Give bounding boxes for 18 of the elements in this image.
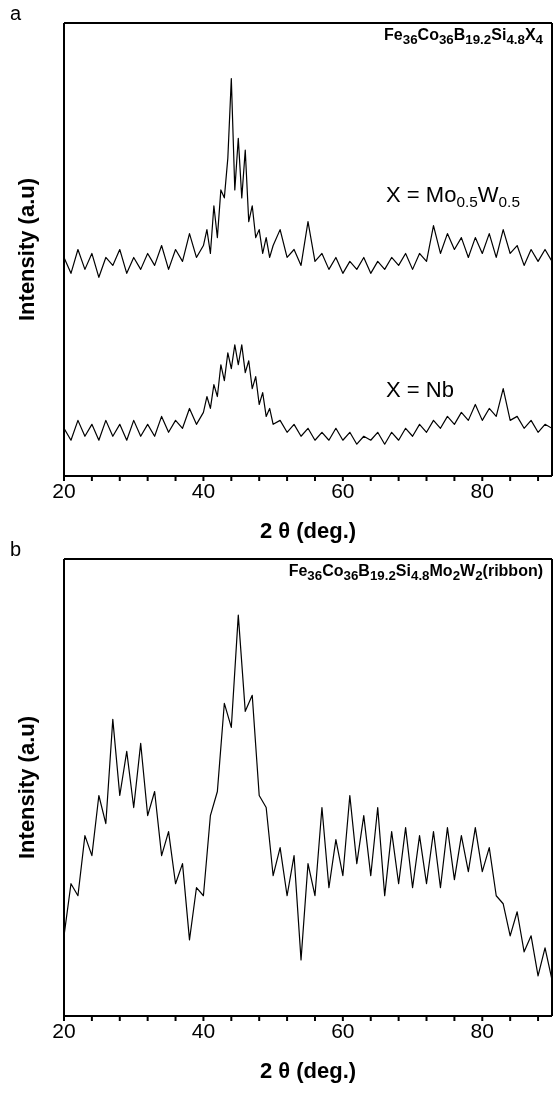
text: Fe$_{36}$Co$_{36}$B$_{19.2}$Si$_{4.8}$Mo$_{2}$W$_{2}$(ribbon) [288,562,543,584]
text: Fe$_{36}$Co$_{36}$B$_{19.2}$Si$_{4.8}$X$_{4}$ [384,26,543,48]
y-axis-title: Intensity (a.u) [13,715,39,860]
x-tick-label: 60 [331,1018,355,1042]
x-tick-label: 80 [470,478,494,502]
x-tick-label: 60 [331,478,355,502]
x-tick-label: 40 [191,478,216,502]
series-label: X = Mo$_{0.5}$W$_{0.5}$ [386,181,520,210]
x-tick-label: 80 [470,1018,494,1042]
chart-title: a [10,2,22,25]
series-label: X = Nb [386,376,454,402]
x-tick-label: 20 [52,478,76,502]
chart-title: b [10,538,22,561]
x-tick-label: 40 [191,1018,216,1042]
x-axis-title: 2 θ (deg.) [259,1058,357,1083]
x-tick-label: 20 [52,1018,76,1042]
y-axis-title: Intensity (a.u) [13,177,39,322]
x-axis-title: 2 θ (deg.) [259,518,357,543]
